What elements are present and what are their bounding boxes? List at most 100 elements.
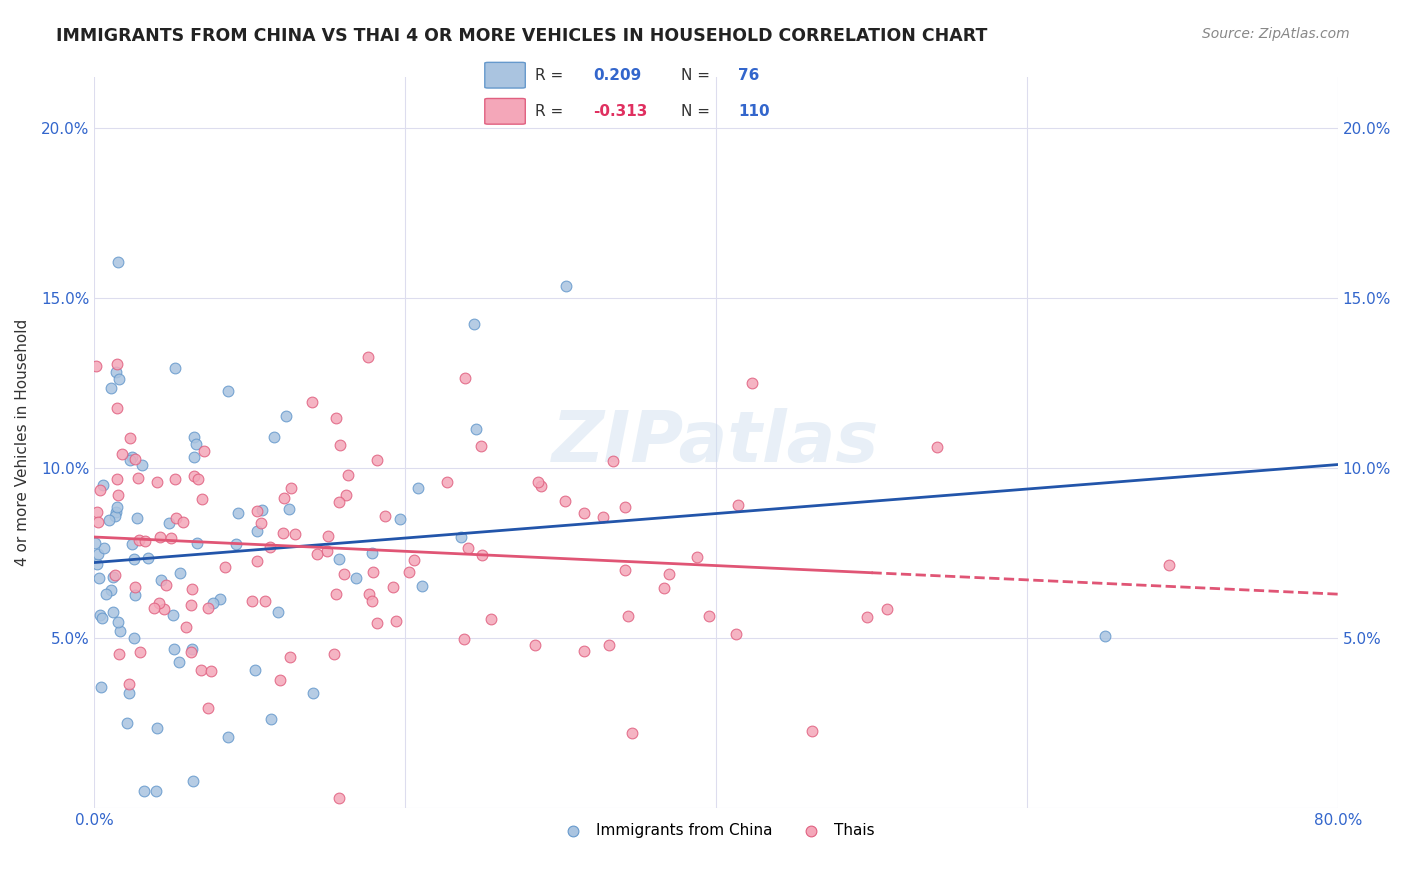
- Point: [328, 495, 350, 509]
- Point: [122, 551, 145, 566]
- Point: [105, 500, 128, 514]
- Text: ZIPatlas: ZIPatlas: [553, 409, 880, 477]
- Point: [153, 601, 176, 615]
- Point: [110, 624, 132, 639]
- FancyBboxPatch shape: [485, 98, 526, 124]
- Point: [89, 607, 111, 622]
- Point: [322, 648, 344, 662]
- Point: [101, 605, 124, 619]
- Point: [190, 663, 212, 677]
- Point: [271, 525, 294, 540]
- Point: [105, 505, 128, 519]
- Point: [118, 677, 141, 691]
- Point: [246, 524, 269, 539]
- Point: [157, 516, 180, 530]
- Point: [277, 501, 299, 516]
- Point: [186, 536, 208, 550]
- Text: -0.313: -0.313: [593, 103, 647, 119]
- Point: [124, 580, 146, 594]
- Point: [360, 546, 382, 560]
- Text: R =: R =: [536, 68, 568, 83]
- Point: [180, 582, 202, 596]
- Point: [163, 642, 186, 657]
- Point: [453, 632, 475, 647]
- Point: [180, 644, 202, 658]
- Point: [316, 529, 339, 543]
- Point: [107, 488, 129, 502]
- Point: [121, 536, 143, 550]
- Point: [104, 508, 127, 523]
- Point: [602, 454, 624, 468]
- Point: [259, 540, 281, 554]
- Point: [115, 715, 138, 730]
- Point: [436, 475, 458, 489]
- Point: [127, 471, 149, 485]
- Point: [184, 437, 207, 451]
- Point: [246, 504, 269, 518]
- Point: [200, 664, 222, 678]
- Point: [124, 452, 146, 467]
- Point: [84, 536, 107, 550]
- Point: [86, 504, 108, 518]
- Point: [128, 533, 150, 548]
- Point: [280, 481, 302, 495]
- Point: [100, 381, 122, 395]
- Point: [273, 491, 295, 505]
- Point: [120, 453, 142, 467]
- Point: [131, 458, 153, 472]
- Point: [263, 430, 285, 444]
- Point: [246, 554, 269, 568]
- Point: [686, 549, 709, 564]
- Point: [105, 472, 128, 486]
- Point: [617, 609, 640, 624]
- Point: [479, 612, 502, 626]
- Text: 110: 110: [738, 103, 769, 119]
- Point: [174, 620, 197, 634]
- Point: [925, 440, 948, 454]
- Point: [165, 510, 187, 524]
- Point: [145, 784, 167, 798]
- Point: [148, 529, 170, 543]
- Point: [107, 255, 129, 269]
- Point: [337, 467, 360, 482]
- Point: [122, 631, 145, 645]
- Point: [111, 447, 134, 461]
- Y-axis label: 4 or more Vehicles in Household: 4 or more Vehicles in Household: [15, 319, 30, 566]
- Point: [121, 450, 143, 464]
- Point: [361, 594, 384, 608]
- Point: [269, 673, 291, 687]
- Point: [301, 395, 323, 409]
- Point: [374, 509, 396, 524]
- Point: [160, 531, 183, 545]
- Point: [108, 647, 131, 661]
- Point: [134, 534, 156, 549]
- Point: [333, 567, 356, 582]
- Point: [197, 600, 219, 615]
- Point: [876, 602, 898, 616]
- Point: [697, 608, 720, 623]
- Point: [253, 593, 276, 607]
- Point: [259, 712, 281, 726]
- Point: [741, 376, 763, 390]
- Point: [357, 350, 380, 364]
- Point: [89, 483, 111, 497]
- Point: [361, 565, 384, 579]
- Point: [193, 443, 215, 458]
- Point: [454, 371, 477, 385]
- Point: [325, 587, 347, 601]
- Point: [136, 551, 159, 566]
- Point: [727, 498, 749, 512]
- Point: [406, 481, 429, 495]
- Point: [598, 639, 620, 653]
- Point: [464, 422, 486, 436]
- Text: N =: N =: [681, 68, 714, 83]
- Point: [105, 358, 128, 372]
- Point: [181, 642, 204, 657]
- Point: [90, 680, 112, 694]
- Point: [214, 560, 236, 574]
- Point: [101, 570, 124, 584]
- Point: [225, 537, 247, 551]
- Point: [357, 587, 380, 601]
- Point: [105, 401, 128, 415]
- Point: [183, 430, 205, 444]
